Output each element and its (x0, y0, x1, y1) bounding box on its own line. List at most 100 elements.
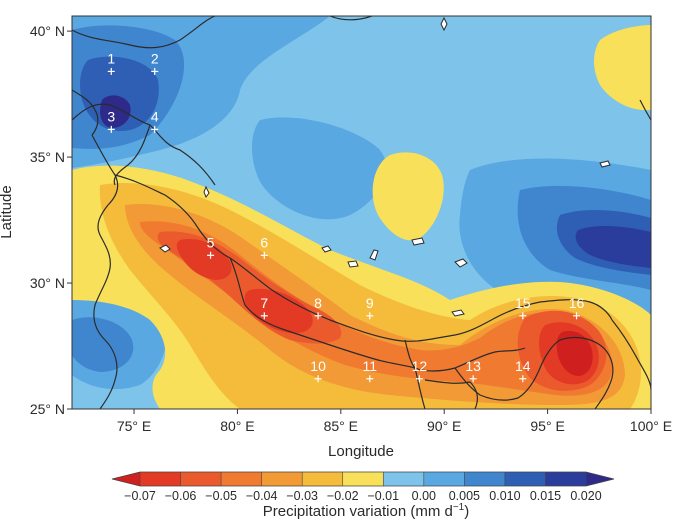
colorbar-swatch (504, 472, 546, 486)
station-label: 1 (107, 50, 115, 66)
contour-blue-west-4 (100, 95, 131, 128)
colorbar-swatch (423, 472, 465, 486)
colorbar-tick-label: −0.06 (165, 489, 197, 503)
border-china-north (72, 16, 216, 49)
x-tick-label: 90° E (427, 418, 461, 434)
station-3: 3 (107, 108, 115, 133)
y-tick-label: 25° N (30, 401, 65, 417)
station-label: 9 (366, 295, 374, 311)
station-7: 7 (260, 295, 268, 320)
y-axis-title: Latitude (0, 185, 15, 238)
contour-blue-east-4 (575, 226, 651, 268)
station-1: 1 (107, 50, 115, 75)
station-label: 16 (569, 295, 585, 311)
colorbar-title-unit-exp: −1 (453, 502, 465, 513)
colorbar: −0.07 −0.06 −0.05 −0.04 −0.03 −0.02 −0.01 0.00 0… (111, 471, 615, 503)
y-axis-ticks: 25° N 30° N 35° N 40° N (30, 23, 72, 417)
x-tick-label: 95° E (530, 418, 564, 434)
colorbar-title-close: ) (464, 503, 469, 520)
lake-9 (440, 16, 448, 32)
border-tibet-north (329, 16, 373, 21)
colorbar-swatch (342, 472, 384, 486)
colorbar-tick-label: −0.07 (124, 489, 156, 503)
colorbar-extend-high (586, 472, 614, 486)
colorbar-tick-label: 0.015 (530, 489, 561, 503)
border-kashmir (113, 124, 151, 186)
map-frame (71, 15, 652, 410)
colorbar-swatch (180, 472, 222, 486)
station-label: 8 (314, 295, 322, 311)
x-tick-label: 100° E (630, 418, 672, 434)
border-northeast-india (414, 336, 614, 409)
station-label: 12 (412, 358, 428, 374)
station-14: 14 (515, 358, 531, 383)
station-label: 15 (515, 295, 531, 311)
colorbar-swatch (261, 472, 303, 486)
border-bangladesh (424, 379, 478, 409)
station-10: 10 (310, 358, 326, 383)
x-axis-title: Longitude (328, 443, 394, 460)
contour-blue-west-3 (80, 56, 159, 131)
colorbar-tick-label: 0.005 (449, 489, 480, 503)
warm-contours (72, 165, 651, 409)
station-label: 5 (207, 234, 215, 250)
colorbar-tick-label: −0.03 (286, 489, 318, 503)
colorbar-tick-label: 0.020 (570, 489, 601, 503)
station-label: 11 (362, 358, 377, 374)
station-6: 6 (260, 234, 268, 259)
station-2: 2 (151, 50, 159, 75)
station-15: 15 (515, 295, 531, 320)
border-afghanistan (72, 89, 99, 136)
lake-2 (321, 245, 332, 253)
border-myanmar (611, 319, 651, 391)
contour-blue-southwest-2 (72, 317, 134, 372)
station-label: 2 (151, 50, 159, 66)
colorbar-tick-label: −0.04 (246, 489, 278, 503)
lake-5 (411, 237, 425, 246)
lake-1 (159, 244, 171, 253)
contour-warm-7 (556, 330, 593, 376)
station-8: 8 (314, 295, 322, 320)
x-tick-label: 80° E (220, 418, 254, 434)
station-16: 16 (569, 295, 585, 320)
contour-warm-6 (176, 239, 599, 385)
colorbar-tick-label: −0.02 (327, 489, 359, 503)
colorbar-swatch (302, 472, 344, 486)
station-label: 13 (465, 358, 481, 374)
blue-contours (72, 16, 651, 390)
border-himalaya-crest (114, 174, 613, 342)
station-5: 5 (207, 234, 215, 259)
contour-blue-center (251, 117, 386, 220)
contour-yellow-tibet (372, 152, 444, 241)
x-tick-label: 85° E (324, 418, 358, 434)
station-label: 14 (515, 358, 531, 374)
lake-7 (451, 309, 465, 317)
station-label: 4 (151, 108, 159, 124)
station-label: 10 (310, 358, 326, 374)
station-9: 9 (366, 295, 374, 320)
colorbar-title: Precipitation variation (mm d−1) (263, 502, 469, 520)
colorbar-swatch (140, 472, 182, 486)
colorbar-tick-label: −0.05 (205, 489, 237, 503)
lake-8 (599, 160, 611, 168)
station-11: 11 (362, 358, 377, 383)
colorbar-tick-label: 0.00 (412, 489, 436, 503)
border-east-coast (639, 99, 651, 121)
colorbar-extend-low (112, 472, 140, 486)
colorbar-swatch (464, 472, 506, 486)
map-lakes (159, 16, 611, 317)
station-label: 7 (260, 295, 268, 311)
colorbar-swatch (545, 472, 587, 486)
station-4: 4 (151, 108, 159, 133)
colorbar-tick-label: −0.01 (367, 489, 399, 503)
contour-yellow-northeast (594, 25, 651, 111)
lake-3 (347, 260, 359, 268)
colorbar-title-main: Precipitation variation (mm d (263, 503, 453, 520)
y-tick-label: 35° N (30, 149, 65, 165)
border-nepal-south (229, 257, 416, 369)
map-borders (72, 16, 651, 409)
y-tick-label: 40° N (30, 23, 65, 39)
y-tick-label: 30° N (30, 275, 65, 291)
